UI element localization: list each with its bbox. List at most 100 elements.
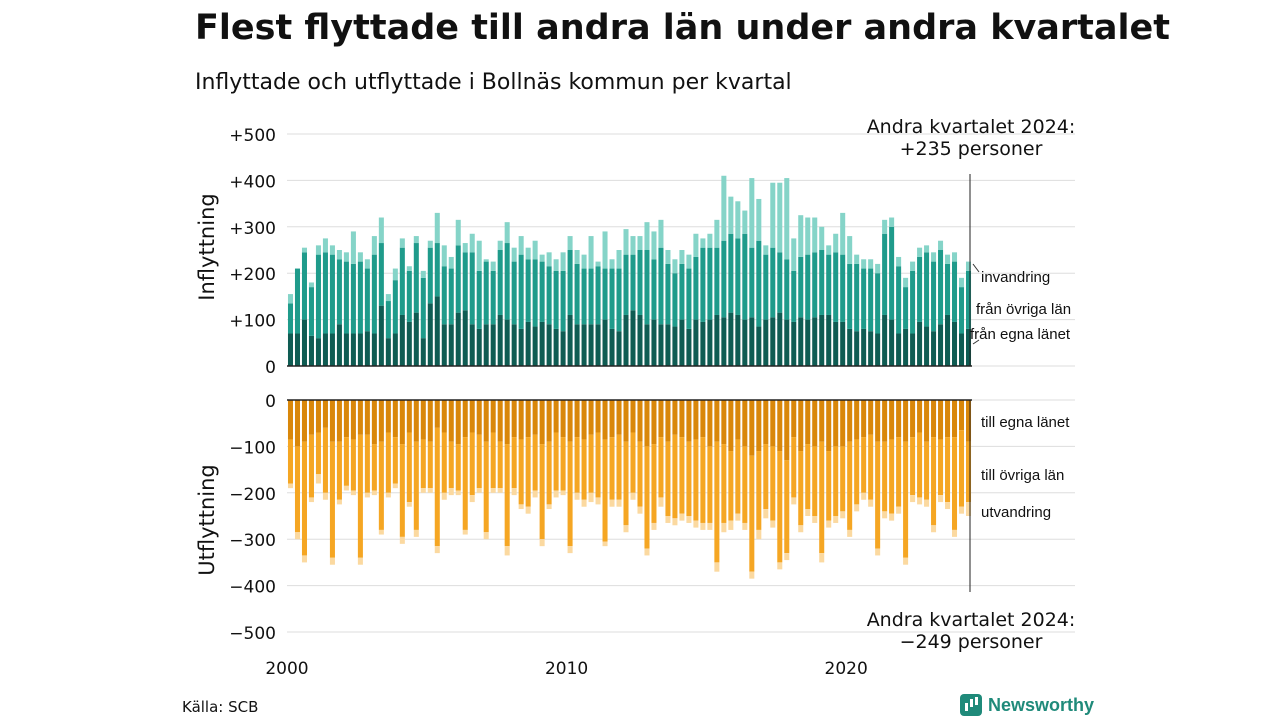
bar-in-0 xyxy=(455,312,461,366)
bar-in-2 xyxy=(686,254,692,269)
bar-in-2 xyxy=(721,175,727,241)
bar-in-1 xyxy=(945,263,951,315)
label-till-ovriga-lan: till övriga län xyxy=(981,467,1064,484)
bar-out-0 xyxy=(686,400,692,442)
bar-out-1 xyxy=(798,451,804,526)
bar-out-1 xyxy=(910,437,916,496)
bar-out-0 xyxy=(958,400,965,431)
bar-in-2 xyxy=(567,236,573,250)
newsworthy-logo: Newsworthy xyxy=(960,694,1094,716)
bar-in-0 xyxy=(434,296,440,366)
bar-in-2 xyxy=(329,245,335,255)
bar-out-1 xyxy=(413,441,419,530)
bar-in-0 xyxy=(868,331,874,366)
bar-in-0 xyxy=(644,324,650,366)
bar-in-2 xyxy=(315,245,321,255)
bar-in-0 xyxy=(658,324,664,366)
bar-in-0 xyxy=(357,333,363,366)
bar-out-2 xyxy=(609,499,615,507)
xtick-label: 2020 xyxy=(825,659,868,679)
bar-out-0 xyxy=(469,400,475,433)
bar-in-1 xyxy=(840,254,846,322)
bar-out-1 xyxy=(504,444,510,547)
bar-out-1 xyxy=(308,434,314,498)
bar-out-1 xyxy=(385,432,391,493)
bar-in-0 xyxy=(588,324,594,366)
bar-out-1 xyxy=(560,437,566,491)
bar-in-2 xyxy=(714,219,720,248)
bar-in-0 xyxy=(616,331,622,366)
bar-in-1 xyxy=(819,250,825,315)
bar-out-1 xyxy=(581,439,587,500)
bar-out-1 xyxy=(539,444,545,540)
bar-out-0 xyxy=(784,400,790,461)
bar-out-2 xyxy=(686,516,692,523)
bar-in-1 xyxy=(756,240,762,327)
bar-in-1 xyxy=(364,268,370,332)
bar-out-0 xyxy=(756,400,762,452)
bar-in-2 xyxy=(903,277,909,288)
bar-out-1 xyxy=(336,441,342,500)
bar-out-2 xyxy=(546,504,552,510)
bar-in-2 xyxy=(742,210,748,234)
bar-out-0 xyxy=(392,400,398,438)
bar-in-2 xyxy=(896,256,902,267)
bar-out-1 xyxy=(686,441,692,516)
bar-out-2 xyxy=(350,490,356,496)
bar-out-2 xyxy=(567,546,573,554)
bar-out-1 xyxy=(749,455,755,572)
bar-in-1 xyxy=(518,254,524,329)
bar-out-1 xyxy=(889,439,895,514)
bar-out-1 xyxy=(609,437,615,500)
bar-out-1 xyxy=(574,437,580,493)
bar-out-1 xyxy=(595,432,601,498)
bar-out-2 xyxy=(693,520,699,528)
bar-out-2 xyxy=(476,488,482,493)
bar-out-1 xyxy=(378,441,384,530)
ytick-label-out: 0 xyxy=(265,392,276,412)
bar-in-1 xyxy=(847,263,853,329)
bar-out-2 xyxy=(343,485,349,491)
bar-out-0 xyxy=(560,400,566,438)
bar-out-0 xyxy=(427,400,433,442)
bar-out-1 xyxy=(721,444,727,523)
bar-in-1 xyxy=(539,261,545,322)
bar-in-2 xyxy=(378,217,384,244)
bar-in-0 xyxy=(308,335,314,366)
bar-out-1 xyxy=(882,441,888,512)
bar-out-0 xyxy=(735,400,741,440)
bar-out-2 xyxy=(427,488,433,493)
bar-in-1 xyxy=(679,263,685,320)
bar-out-1 xyxy=(945,437,951,503)
bar-in-0 xyxy=(819,314,825,366)
bar-in-1 xyxy=(322,252,328,334)
bar-in-1 xyxy=(609,268,615,329)
bar-in-0 xyxy=(721,317,727,366)
bar-in-0 xyxy=(336,324,342,366)
bar-in-2 xyxy=(630,236,636,255)
bar-out-2 xyxy=(644,548,650,556)
label-fran-ovriga-lan: från övriga län xyxy=(976,301,1071,318)
bar-in-2 xyxy=(595,261,601,267)
bar-out-0 xyxy=(497,400,503,442)
bar-out-0 xyxy=(399,400,405,445)
bar-out-2 xyxy=(322,492,328,500)
bar-in-2 xyxy=(623,229,629,255)
bar-in-0 xyxy=(896,333,902,366)
bar-out-1 xyxy=(525,437,531,507)
bar-in-2 xyxy=(462,243,468,253)
bar-out-1 xyxy=(714,441,720,563)
bar-out-2 xyxy=(875,548,881,556)
bar-in-1 xyxy=(714,247,720,315)
bar-in-2 xyxy=(602,231,608,269)
bar-in-2 xyxy=(854,254,860,264)
bar-in-2 xyxy=(609,259,615,269)
bar-in-1 xyxy=(924,252,930,327)
bar-in-2 xyxy=(784,178,790,260)
ytick-label-out: −400 xyxy=(229,578,276,598)
bar-out-0 xyxy=(406,400,412,433)
bar-in-0 xyxy=(889,319,895,366)
bar-in-1 xyxy=(931,261,937,332)
ytick-label-out: −100 xyxy=(229,438,276,458)
